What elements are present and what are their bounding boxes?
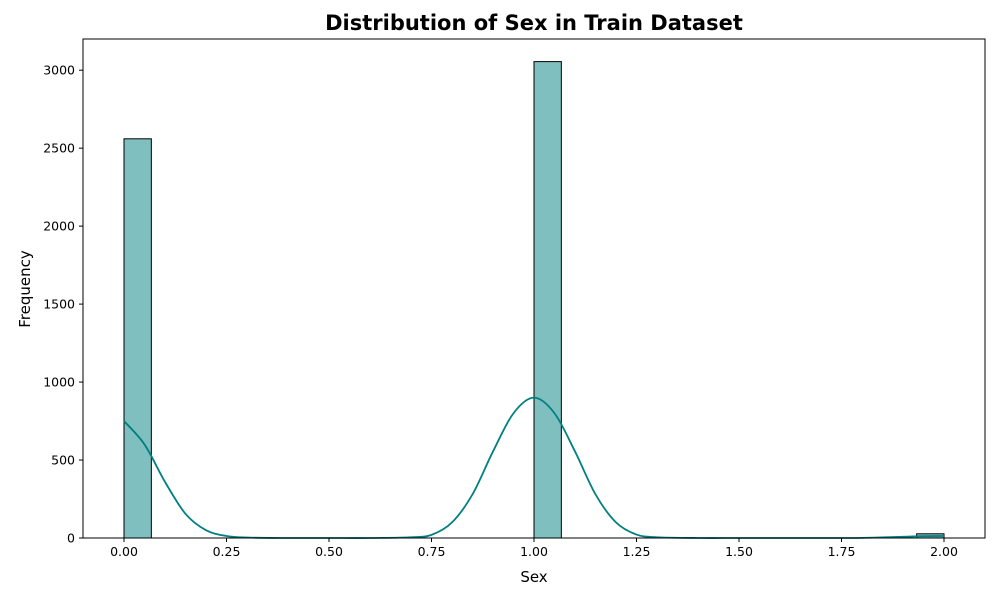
x-tick-label: 0.75 [418, 544, 446, 559]
chart-title: Distribution of Sex in Train Dataset [325, 11, 743, 35]
x-tick-label: 2.00 [930, 544, 958, 559]
x-axis-label: Sex [520, 568, 547, 586]
x-tick-label: 1.50 [725, 544, 753, 559]
histogram-bar-2 [533, 61, 562, 539]
x-tick-label: 0.00 [110, 544, 138, 559]
y-tick-label: 3000 [43, 63, 75, 78]
x-tick-label: 1.75 [828, 544, 856, 559]
x-tick-label: 1.25 [623, 544, 651, 559]
y-axis-label: Frequency [16, 250, 34, 328]
y-tick-label: 0 [67, 531, 75, 546]
y-tick-label: 2000 [43, 219, 75, 234]
y-tick-label: 2500 [43, 141, 75, 156]
axes-layer: 0.00 0.25 0.50 0.75 1.00 1.25 1.50 1.75 2.00 0 500… [43, 38, 986, 559]
x-tick-label: 0.50 [315, 544, 343, 559]
y-tick-label: 500 [51, 453, 75, 468]
x-tick-label: 1.00 [520, 544, 548, 559]
y-tick-label: 1000 [43, 375, 75, 390]
x-tick-label: 0.25 [213, 544, 241, 559]
histogram-bar-1 [123, 138, 152, 539]
bars-layer [123, 61, 945, 539]
y-tick-label: 1500 [43, 297, 75, 312]
